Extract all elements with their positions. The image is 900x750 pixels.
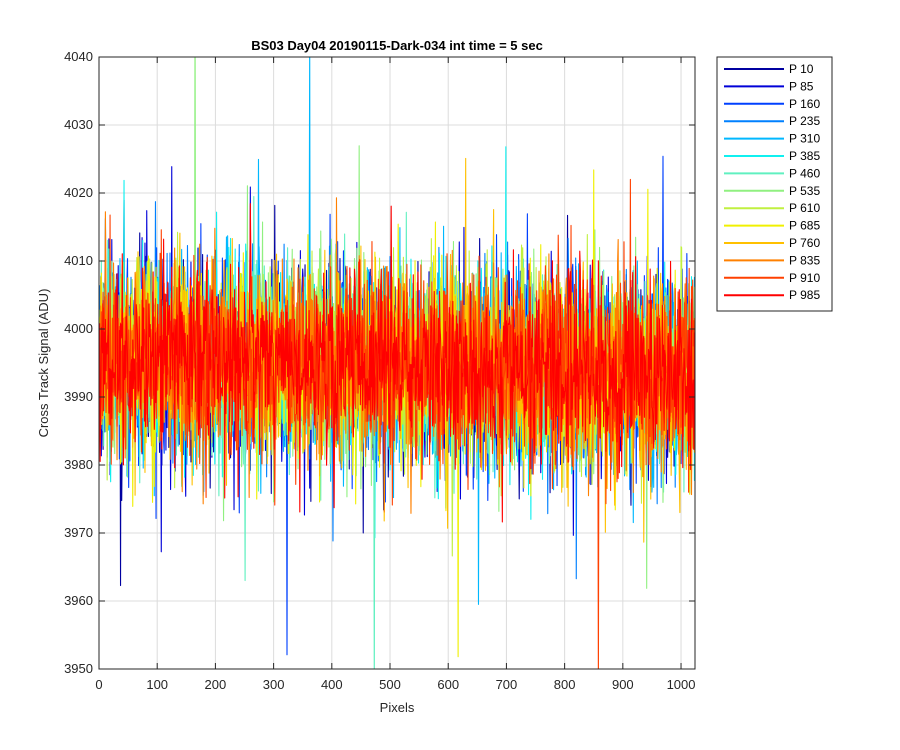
legend-label: P 235 [789,114,820,128]
legend-item[interactable]: P 160 [724,97,820,111]
legend-label: P 385 [789,149,820,163]
y-axis-title: Cross Track Signal (ADU) [36,289,51,438]
legend-label: P 10 [789,62,814,76]
y-tick-label: 4040 [64,49,93,64]
x-axis-ticks: 0 100 200 300 400 500 600 700 800 900 1000 [95,57,695,692]
series-line [99,203,695,523]
y-tick-label: 4020 [64,185,93,200]
x-tick-label: 700 [496,677,518,692]
legend-item[interactable]: P 610 [724,201,820,215]
legend-label: P 760 [789,236,820,250]
y-tick-label: 3960 [64,593,93,608]
series-lines [99,57,695,669]
y-tick-label: 3950 [64,661,93,676]
legend-item[interactable]: P 685 [724,219,820,233]
legend-item[interactable]: P 835 [724,253,820,267]
legend-item[interactable]: P 10 [724,62,814,76]
legend-item[interactable]: P 385 [724,149,820,163]
x-tick-label: 400 [321,677,343,692]
y-tick-label: 3990 [64,389,93,404]
x-tick-label: 300 [263,677,285,692]
legend-label: P 460 [789,166,820,180]
legend-item[interactable]: P 85 [724,79,814,93]
legend-item[interactable]: P 910 [724,271,820,285]
legend[interactable]: P 10 P 85 P 160 P 235 P 310 P 385 P 460 P 535 P … [716,56,833,312]
plot-area-border [98,56,696,670]
legend-item[interactable]: P 760 [724,236,820,250]
y-axis-ticks: 3950 3960 3970 3980 3990 4000 4010 4020 4030 4040 [64,49,695,676]
legend-label: P 685 [789,219,820,233]
x-tick-label: 100 [146,677,168,692]
legend-label: P 310 [789,132,820,146]
x-tick-label: 1000 [667,677,696,692]
x-axis-title: Pixels [380,700,415,715]
legend-item[interactable]: P 235 [724,114,820,128]
y-tick-label: 4010 [64,253,93,268]
legend-label: P 85 [789,79,814,93]
x-tick-label: 900 [612,677,634,692]
legend-label: P 835 [789,253,820,267]
y-tick-label: 3980 [64,457,93,472]
y-tick-label: 3970 [64,525,93,540]
legend-label: P 160 [789,97,820,111]
x-tick-label: 200 [205,677,227,692]
y-tick-label: 4030 [64,117,93,132]
legend-label: P 535 [789,184,820,198]
legend-item[interactable]: P 460 [724,166,820,180]
legend-item[interactable]: P 535 [724,184,820,198]
x-tick-label: 800 [554,677,576,692]
x-tick-label: 500 [379,677,401,692]
legend-label: P 985 [789,288,820,302]
legend-item[interactable]: P 310 [724,132,820,146]
legend-box [716,56,833,312]
x-tick-label: 600 [437,677,459,692]
y-tick-label: 4000 [64,321,93,336]
legend-item[interactable]: P 985 [724,288,820,302]
x-tick-label: 0 [95,677,102,692]
legend-label: P 610 [789,201,820,215]
legend-label: P 910 [789,271,820,285]
chart-title: BS03 Day04 20190115-Dark-034 int time = … [251,38,543,53]
